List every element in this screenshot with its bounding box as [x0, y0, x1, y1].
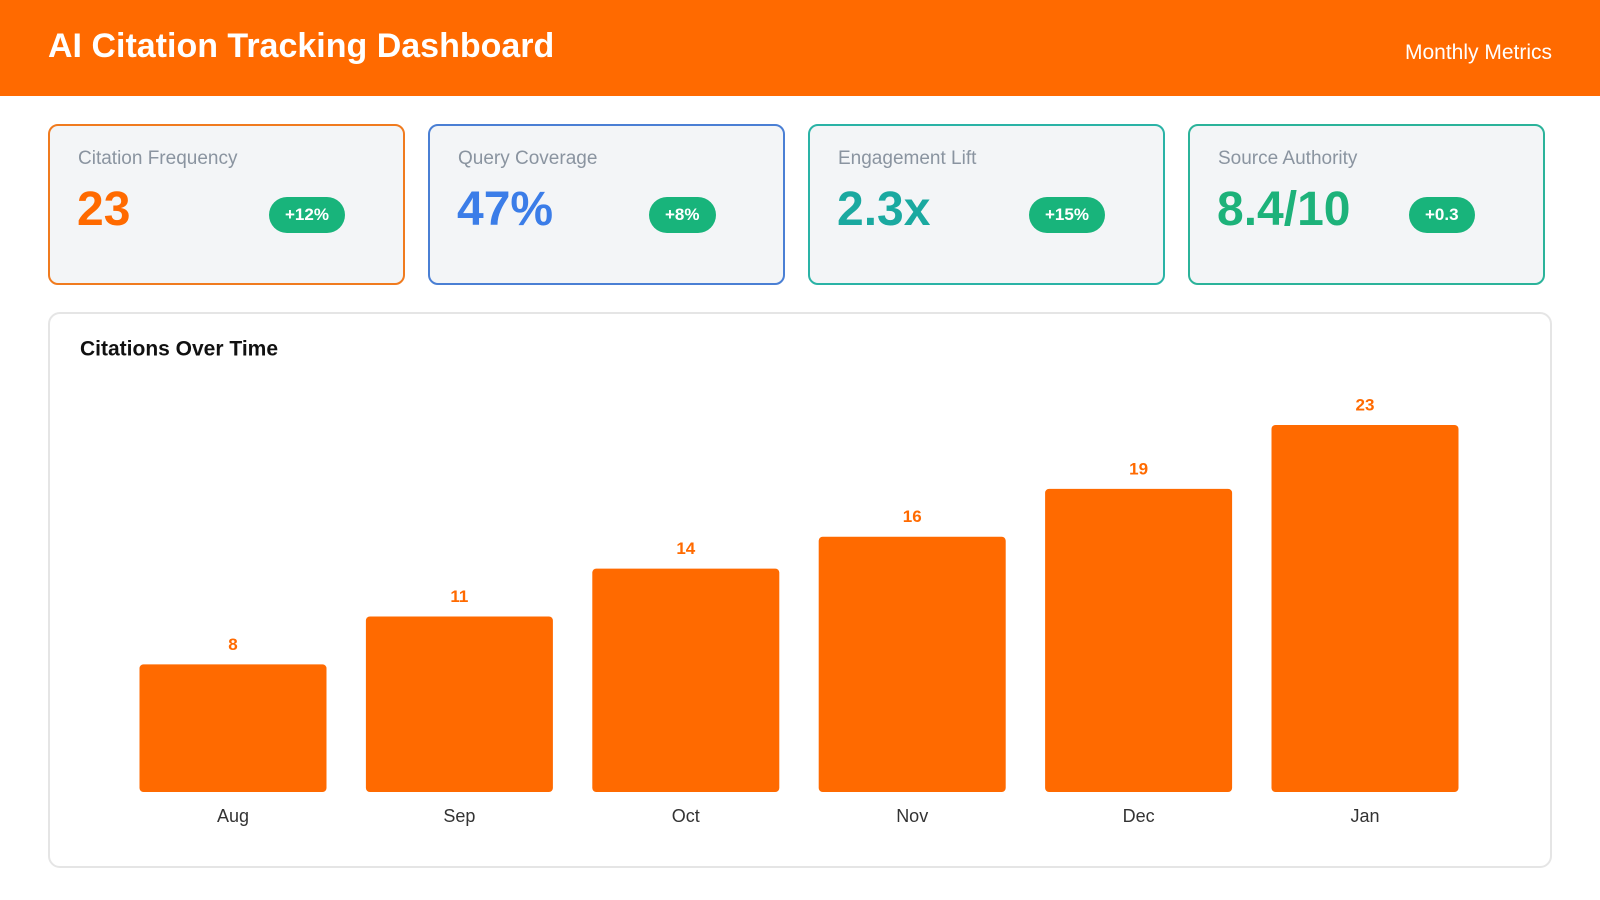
kpi-card: Citation Frequency 23 +12% [48, 124, 405, 285]
kpi-label: Query Coverage [458, 148, 598, 169]
value-label: 11 [450, 587, 468, 606]
kpi-card: Query Coverage 47% +8% [428, 124, 785, 285]
bar [365, 616, 553, 792]
bar [592, 568, 780, 792]
value-label: 8 [228, 635, 237, 654]
kpi-value: 47% [457, 183, 554, 236]
x-tick-label: Jan [1350, 806, 1379, 826]
x-tick-label: Oct [672, 806, 700, 826]
bar [1271, 425, 1459, 792]
kpi-badge: +15% [1029, 197, 1105, 233]
x-tick-label: Dec [1123, 806, 1155, 826]
x-tick-label: Nov [896, 806, 928, 826]
bar [1045, 488, 1233, 792]
value-label: 16 [903, 507, 922, 526]
page-subtitle: Monthly Metrics [1404, 41, 1552, 64]
kpi-badge: +0.3 [1409, 197, 1475, 233]
value-label: 19 [1129, 459, 1148, 478]
kpi-value: 23 [77, 183, 131, 236]
page-title: AI Citation Tracking Dashboard [48, 27, 555, 65]
kpi-card: Engagement Lift 2.3x +15% [808, 124, 1165, 285]
kpi-card: Source Authority 8.4/10 +0.3 [1188, 124, 1545, 285]
chart-title: Citations Over Time [80, 338, 278, 361]
header: AI Citation Tracking Dashboard Monthly M… [0, 0, 1600, 96]
kpi-badge: +12% [269, 197, 345, 233]
x-tick-label: Sep [443, 806, 475, 826]
kpi-label: Source Authority [1218, 148, 1358, 169]
kpi-value: 8.4/10 [1217, 183, 1351, 236]
x-tick-label: Aug [217, 806, 249, 826]
value-label: 14 [676, 539, 695, 558]
kpi-value: 2.3x [837, 183, 931, 236]
bar [139, 664, 327, 792]
chart-panel: Citations Over Time 8 Aug 11 Sep 14 Oct 16 Nov 1… [48, 312, 1552, 868]
kpi-label: Engagement Lift [838, 148, 977, 169]
kpi-label: Citation Frequency [78, 148, 238, 169]
chart: Citations Over Time 8 Aug 11 Sep 14 Oct 16 Nov 1… [80, 338, 1459, 826]
value-label: 23 [1356, 395, 1375, 414]
bar [818, 536, 1006, 792]
kpi-badge: +8% [649, 197, 716, 233]
